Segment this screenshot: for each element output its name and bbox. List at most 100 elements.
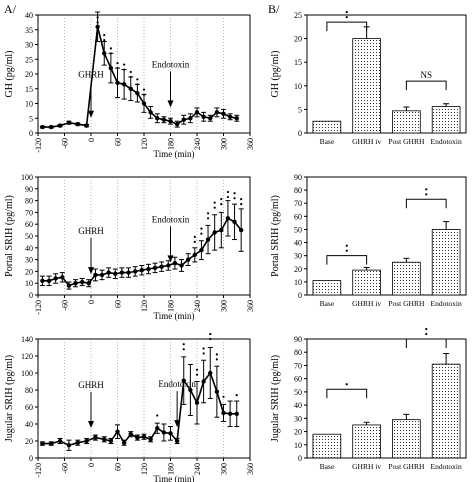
significance-mark — [226, 190, 230, 194]
y-tick-label: 40 — [294, 239, 302, 248]
significance-bracket — [326, 388, 368, 399]
bracket-label: NS — [420, 70, 432, 80]
x-tick-label: 300 — [220, 463, 229, 475]
x-tick-label: -60 — [61, 138, 70, 149]
category-label: Post GHRH — [388, 299, 425, 308]
data-point — [168, 431, 173, 436]
significance-mark — [195, 368, 199, 371]
data-point — [214, 389, 220, 394]
x-tick-label: 60 — [114, 463, 123, 471]
data-point — [219, 227, 224, 233]
significance-mark — [193, 240, 196, 243]
y-tick-label: 40 — [25, 420, 33, 429]
data-point — [188, 387, 193, 393]
category-label: Base — [320, 462, 335, 471]
data-point — [174, 121, 180, 127]
y-tick-label: 30 — [294, 414, 302, 423]
chart-b1: 0 5 10 15 20 25 GH (pg/ml) Base GHRH iv Post GHRH… — [270, 10, 467, 146]
bar — [431, 363, 461, 459]
data-point — [84, 123, 89, 128]
y-tick-label: 70 — [25, 208, 33, 217]
data-point — [161, 117, 167, 122]
significance-mark — [200, 232, 203, 235]
data-point — [135, 435, 140, 440]
data-point — [181, 117, 186, 122]
significance-mark — [123, 68, 126, 71]
category-label: GHRH iv — [352, 462, 381, 471]
chart-b3: 0 10 20 30 40 50 60 70 80 90 Jugular SRIH (pg/ml) B… — [270, 327, 467, 471]
significance-mark — [222, 395, 225, 398]
y-axis-label: Jugular SRIH (pg/ml) — [4, 355, 15, 442]
y-tick-label: 25 — [25, 55, 33, 64]
y-tick-label: 100 — [21, 369, 33, 378]
data-point — [84, 438, 89, 444]
significance-mark — [103, 33, 106, 37]
data-point — [172, 260, 178, 266]
series-line — [42, 371, 237, 447]
data-point — [194, 400, 200, 405]
bar — [392, 419, 421, 459]
data-point — [141, 434, 147, 439]
data-point — [201, 379, 206, 384]
data-point — [99, 272, 105, 278]
data-point — [205, 237, 211, 242]
y-tick-label: 90 — [294, 335, 302, 344]
bar — [312, 433, 342, 459]
y-tick-label: 0 — [29, 454, 33, 463]
data-point — [115, 80, 120, 86]
significance-mark — [103, 38, 106, 42]
significance-bracket — [405, 338, 447, 348]
significance-mark — [235, 394, 238, 397]
x-tick-label: -120 — [34, 300, 43, 315]
data-point — [49, 124, 54, 130]
category-label: Endotoxin — [431, 137, 462, 146]
category-label: Post GHRH — [388, 137, 425, 146]
x-tick-label: 180 — [167, 138, 176, 150]
y-tick-label: 15 — [294, 58, 302, 67]
category-label: Post GHRH — [388, 462, 425, 471]
data-point — [108, 438, 114, 444]
x-tick-label: 120 — [140, 138, 149, 150]
x-axis-label: Time (min) — [154, 311, 195, 321]
data-point — [208, 370, 213, 376]
data-point — [201, 114, 206, 119]
x-tick-label: 60 — [114, 300, 123, 308]
panel-label-a: A/ — [4, 2, 17, 16]
data-point — [57, 123, 63, 128]
significance-mark — [233, 197, 236, 200]
data-point — [119, 270, 125, 275]
y-tick-label: 80 — [294, 186, 302, 195]
data-point — [128, 432, 133, 437]
data-point — [166, 263, 171, 268]
data-point — [128, 86, 133, 91]
x-tick-label: 240 — [193, 138, 202, 150]
bar — [392, 261, 421, 296]
significance-mark — [202, 352, 205, 355]
y-tick-label: 50 — [294, 225, 302, 234]
data-point — [75, 121, 80, 127]
annotation-arrow-head — [174, 420, 181, 428]
data-point — [53, 276, 58, 281]
y-tick-label: 30 — [25, 256, 33, 265]
data-point — [139, 268, 144, 273]
x-axis-label: Time (min) — [154, 474, 195, 482]
y-tick-label: 60 — [294, 375, 302, 384]
significance-mark — [425, 327, 428, 331]
data-point — [188, 116, 193, 121]
significance-mark — [193, 235, 196, 238]
plot-frame — [306, 14, 467, 134]
y-tick-label: 70 — [294, 361, 302, 370]
data-point — [168, 119, 173, 124]
bar — [312, 280, 342, 296]
bar — [431, 106, 461, 134]
y-tick-label: 60 — [25, 220, 33, 229]
significance-mark — [116, 67, 119, 70]
significance-mark — [109, 52, 112, 55]
significance-mark — [215, 358, 218, 361]
x-tick-label: 120 — [140, 463, 149, 475]
data-point — [79, 279, 85, 285]
significance-mark — [123, 63, 126, 66]
x-tick-label: 360 — [246, 300, 255, 312]
significance-mark — [116, 62, 119, 65]
data-point — [49, 441, 54, 446]
